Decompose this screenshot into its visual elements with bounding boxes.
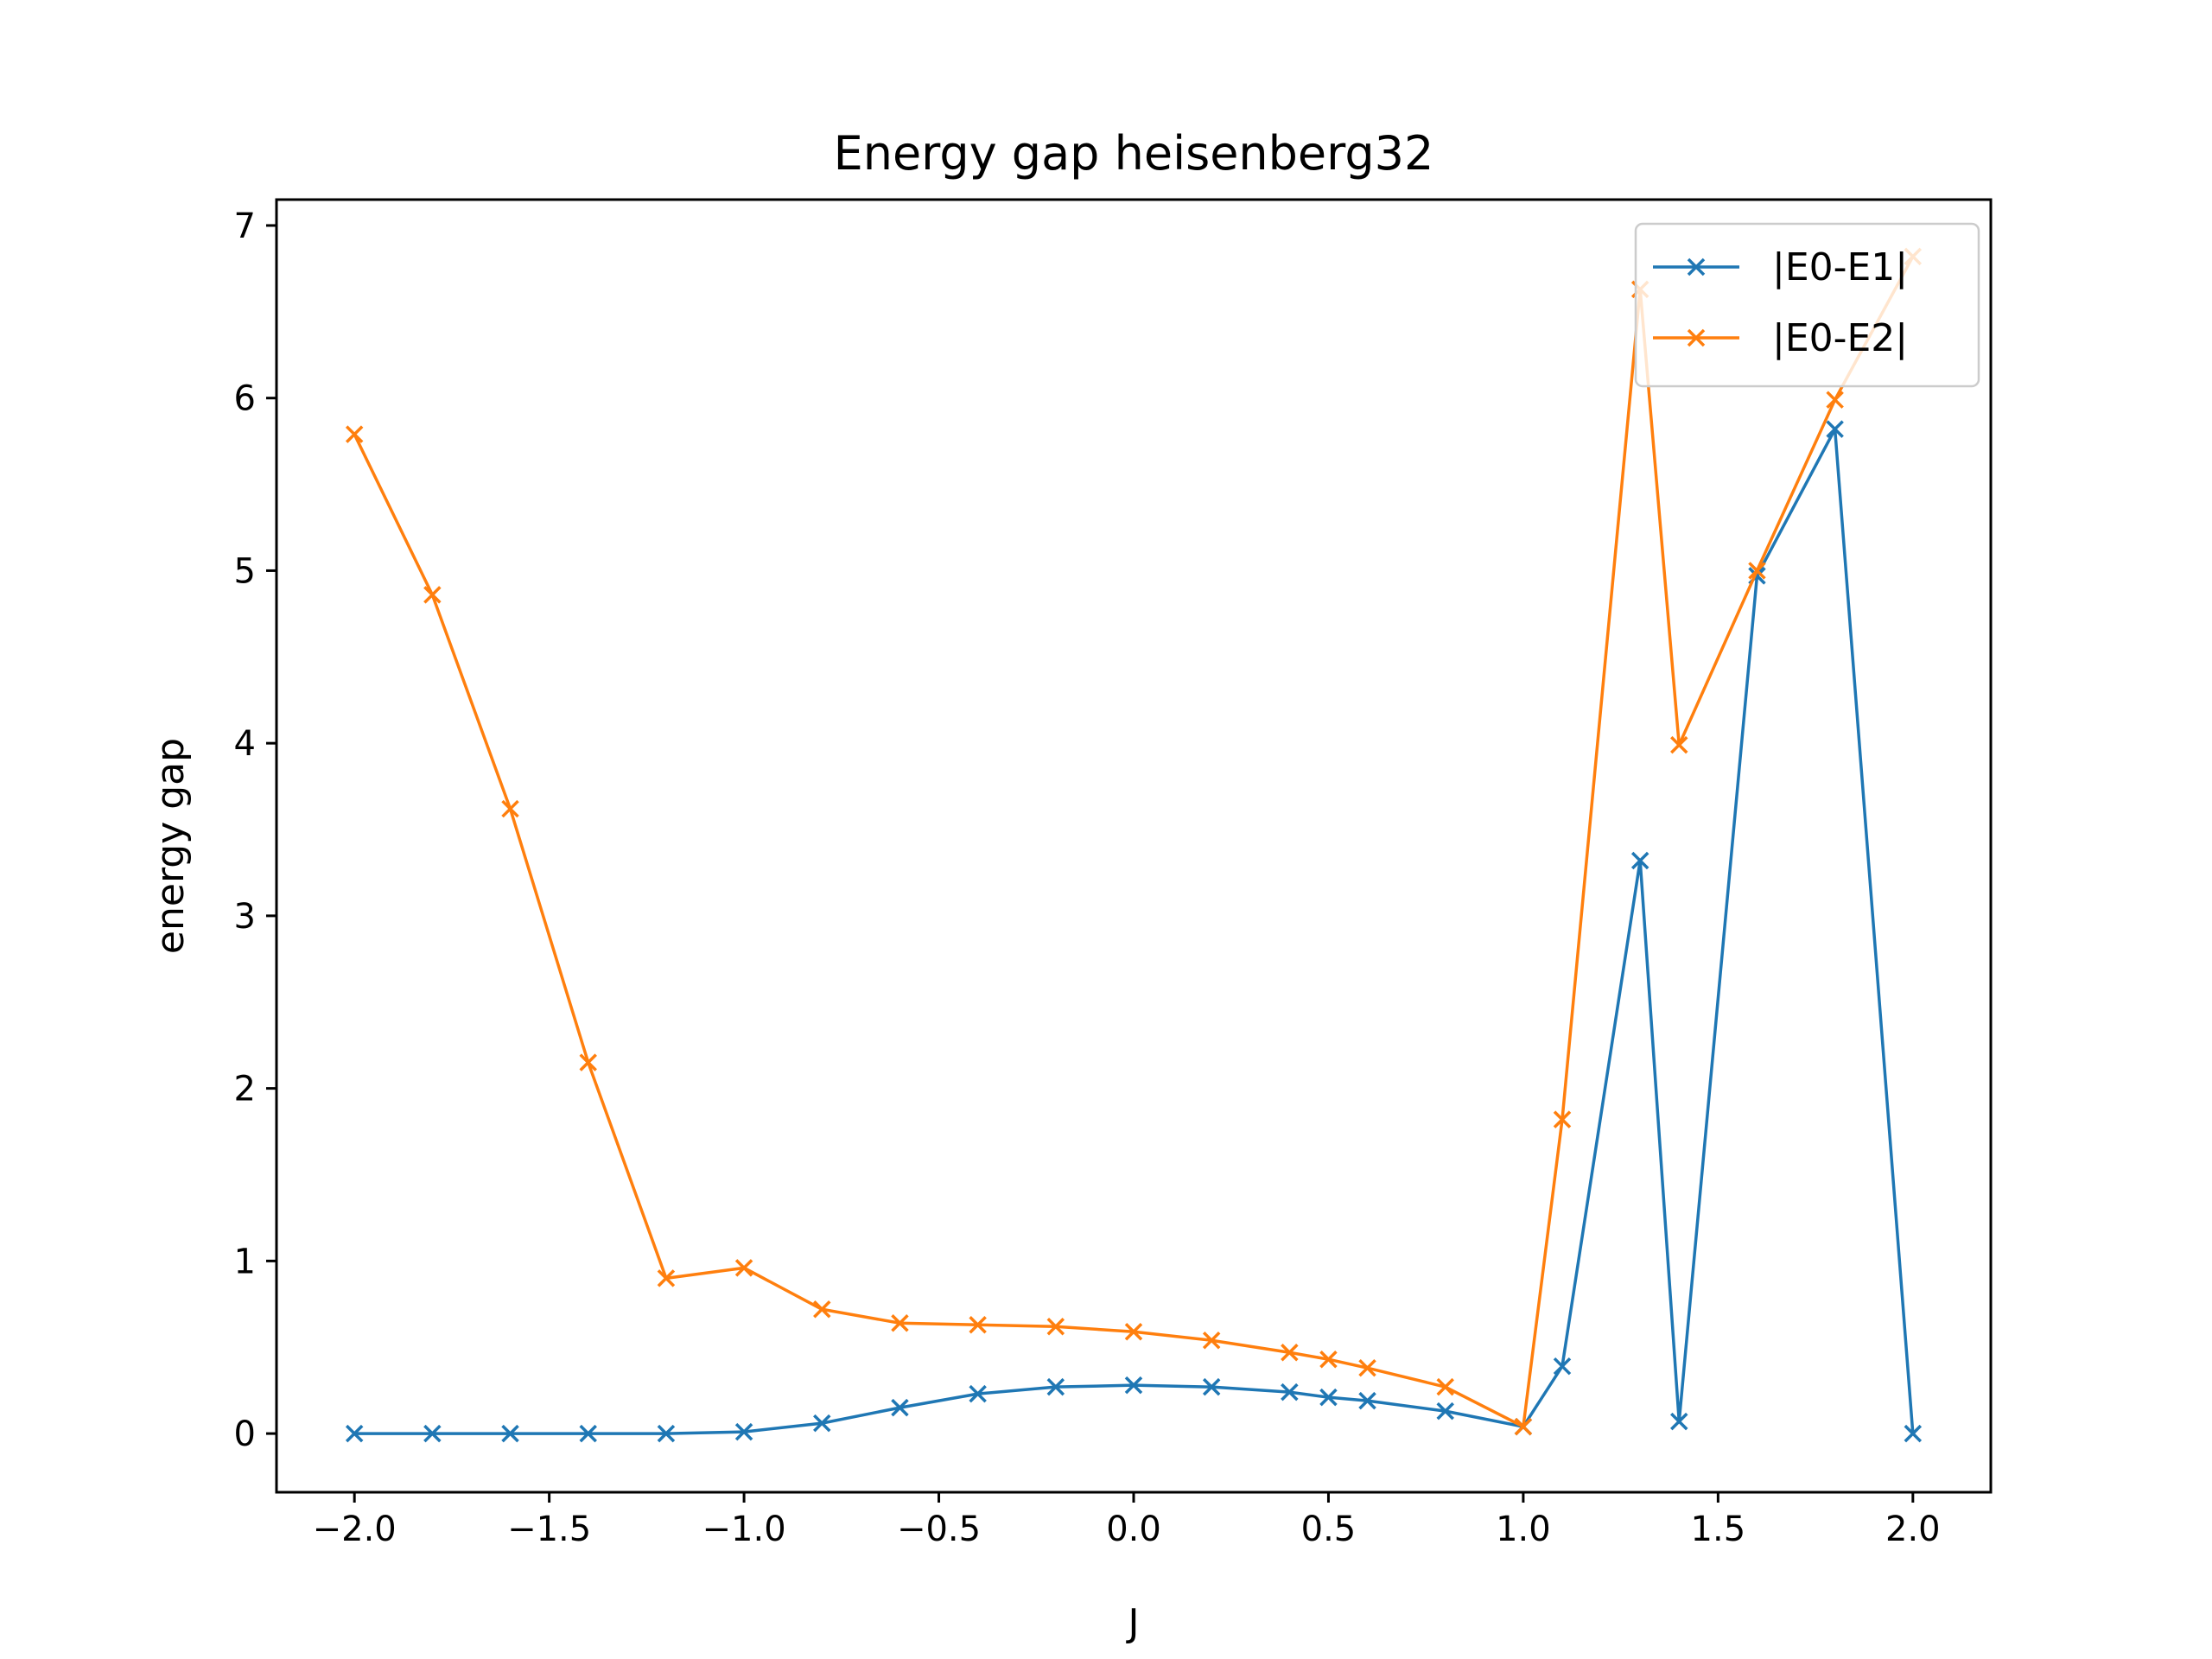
x-axis-label: J — [1126, 1601, 1140, 1645]
data-point-marker — [1281, 1343, 1299, 1362]
y-tick-label: 2 — [234, 1070, 256, 1109]
data-point-marker — [1826, 391, 1844, 409]
legend-box — [1634, 222, 1980, 388]
data-point-marker — [579, 1424, 597, 1443]
data-point-marker — [891, 1314, 909, 1332]
data-point-marker — [657, 1424, 676, 1443]
data-point-marker — [501, 1424, 519, 1443]
data-point-marker — [734, 1259, 753, 1277]
data-point-marker — [1202, 1331, 1221, 1350]
x-tick-label: −2.0 — [313, 1510, 397, 1549]
data-point-marker — [1514, 1417, 1533, 1436]
x-axis-ticks: −2.0 −1.5 −1.0 −0.5 0.0 0.5 1.0 1.5 2.0 — [313, 1492, 1941, 1549]
data-point-marker — [345, 1424, 364, 1443]
data-point-marker — [1670, 735, 1688, 754]
data-point-marker — [1319, 1388, 1338, 1407]
data-point-marker — [1630, 851, 1649, 870]
data-point-marker — [1670, 1412, 1688, 1431]
data-point-marker — [1436, 1377, 1454, 1396]
series-1 — [345, 420, 1923, 1443]
x-tick-label: −1.5 — [507, 1510, 591, 1549]
data-point-marker — [1124, 1376, 1143, 1395]
data-point-marker — [969, 1316, 987, 1334]
x-tick-label: 1.0 — [1496, 1510, 1551, 1549]
y-tick-label: 6 — [234, 379, 256, 419]
x-tick-label: 2.0 — [1885, 1510, 1941, 1549]
x-tick-label: −0.5 — [897, 1510, 981, 1549]
data-point-marker — [969, 1384, 987, 1403]
data-point-marker — [1748, 562, 1766, 580]
legend-marker — [1687, 257, 1706, 276]
x-tick-label: 0.0 — [1106, 1510, 1161, 1549]
data-point-marker — [734, 1422, 753, 1441]
series-layer — [345, 247, 1923, 1443]
legend-entries: |E0-E1| |E0-E2| — [1653, 245, 1908, 360]
data-point-marker — [1904, 1424, 1923, 1443]
y-tick-label: 5 — [234, 551, 256, 591]
data-point-marker — [1553, 1110, 1572, 1128]
data-point-marker — [1319, 1350, 1338, 1369]
legend-label: |E0-E2| — [1772, 316, 1908, 360]
data-point-marker — [891, 1398, 909, 1417]
data-point-marker — [813, 1414, 831, 1433]
data-point-marker — [1358, 1358, 1376, 1377]
series-2 — [345, 247, 1923, 1436]
data-point-marker — [501, 799, 519, 818]
data-point-marker — [1202, 1377, 1221, 1396]
data-point-marker — [1046, 1318, 1065, 1336]
data-point-marker — [813, 1300, 831, 1319]
data-point-marker — [1124, 1323, 1143, 1341]
chart-title: Energy gap heisenberg32 — [834, 126, 1434, 181]
data-point-marker — [1436, 1402, 1454, 1421]
legend-label: |E0-E1| — [1772, 245, 1908, 289]
data-point-marker — [423, 1424, 442, 1443]
y-tick-label: 7 — [234, 207, 256, 246]
data-point-marker — [1826, 420, 1844, 438]
data-point-marker — [1046, 1377, 1065, 1396]
data-point-marker — [345, 425, 364, 443]
data-point-marker — [1553, 1357, 1572, 1376]
x-tick-label: 0.5 — [1301, 1510, 1357, 1549]
y-tick-label: 3 — [234, 897, 256, 937]
y-tick-label: 4 — [234, 724, 256, 764]
y-axis-label: energy gap — [149, 738, 193, 954]
legend: |E0-E1| |E0-E2| — [1634, 222, 1980, 388]
plot-area — [276, 200, 1991, 1492]
data-point-marker — [423, 586, 442, 604]
x-tick-label: −1.0 — [702, 1510, 786, 1549]
y-axis-ticks: 0 1 2 3 4 5 6 7 — [234, 207, 276, 1454]
y-tick-label: 0 — [234, 1414, 256, 1454]
x-tick-label: 1.5 — [1691, 1510, 1746, 1549]
data-point-marker — [1358, 1391, 1376, 1410]
legend-marker — [1687, 328, 1706, 347]
data-point-marker — [657, 1269, 676, 1287]
data-point-marker — [1281, 1382, 1299, 1402]
y-tick-label: 1 — [234, 1242, 256, 1281]
data-point-marker — [579, 1053, 597, 1071]
